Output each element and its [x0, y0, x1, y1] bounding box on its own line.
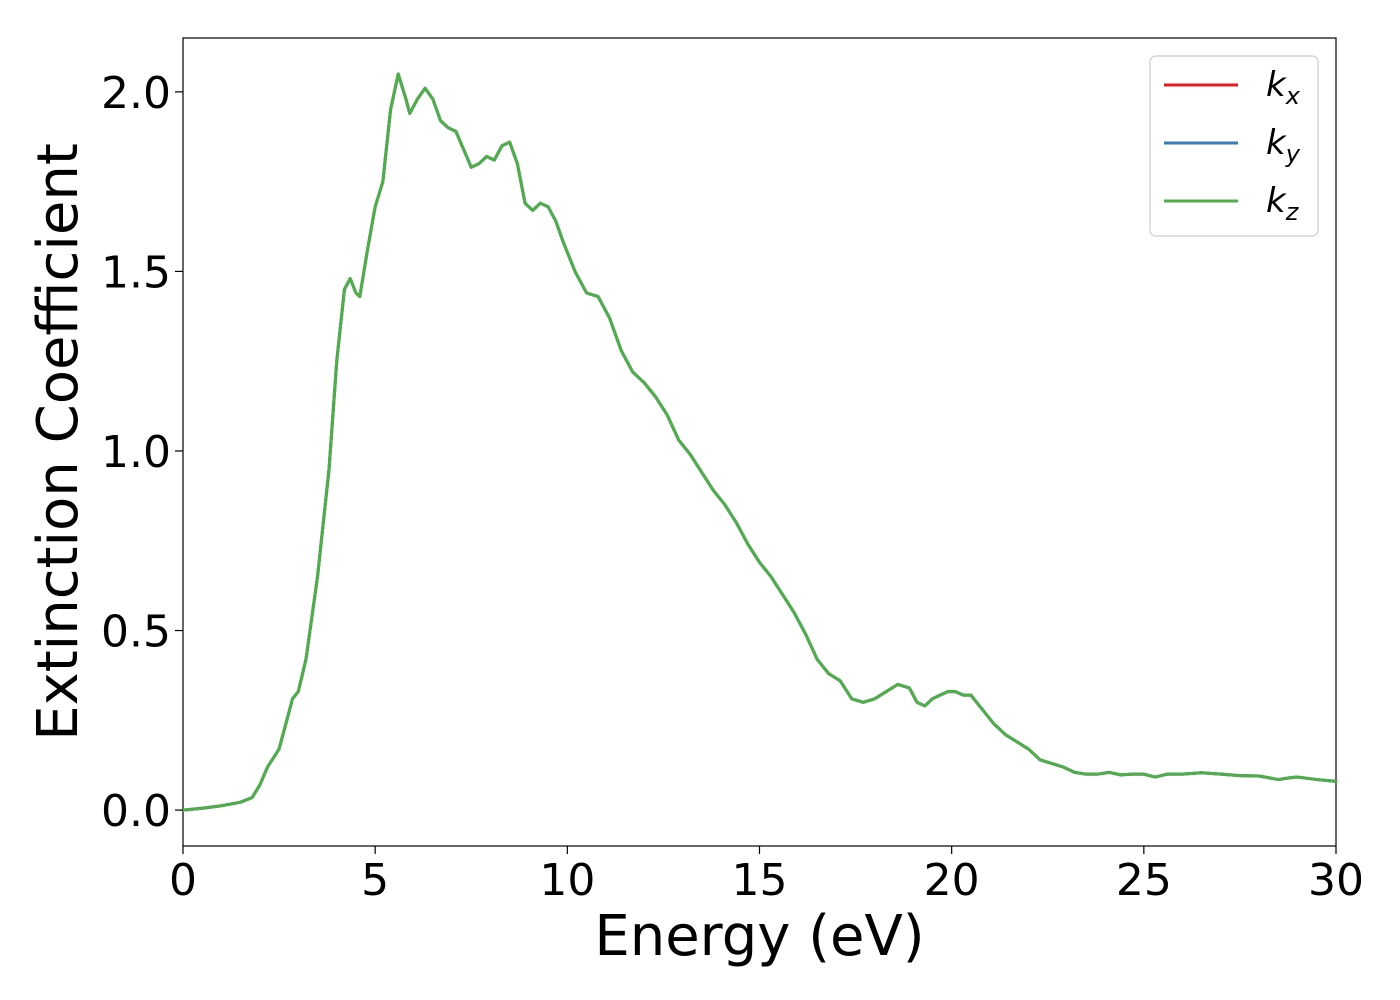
y-tick-label: 2.0 [101, 68, 171, 119]
legend-label-k-x: kx [1266, 65, 1301, 110]
legend-box [1149, 55, 1319, 237]
series-layer [181, 72, 1338, 812]
x-tick-label: 20 [924, 855, 980, 906]
y-tick-label: 0.5 [101, 607, 171, 658]
x-axis-ticks: 0 5 10 15 20 25 30 [169, 846, 1364, 906]
x-tick-label: 10 [539, 855, 595, 906]
y-axis-ticks: 0.0 0.5 1.0 1.5 2.0 [101, 68, 183, 837]
x-tick-label: 30 [1308, 855, 1364, 906]
y-axis-label: Extinction Coefficient [26, 143, 91, 741]
y-tick-label: 1.0 [101, 427, 171, 478]
legend: kx ky kz [1149, 55, 1319, 237]
y-tick-label: 1.5 [101, 247, 171, 298]
x-axis-label: Energy (eV) [594, 904, 924, 969]
y-tick-label: 0.0 [101, 786, 171, 837]
x-tick-label: 0 [169, 855, 197, 906]
legend-label-k-z: kz [1266, 181, 1300, 226]
legend-label-k-y: ky [1266, 123, 1301, 168]
series-line-k-z [181, 72, 1338, 812]
x-tick-label: 25 [1116, 855, 1172, 906]
plot-area [182, 37, 1337, 847]
x-tick-label: 15 [732, 855, 788, 906]
x-tick-label: 5 [361, 855, 389, 906]
